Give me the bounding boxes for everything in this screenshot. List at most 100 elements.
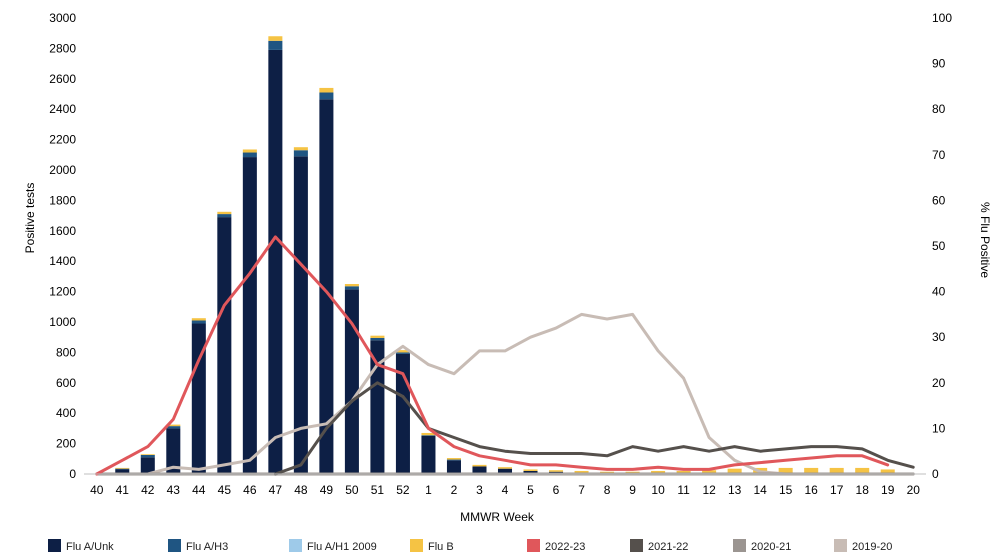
x-tick-label: 2 bbox=[451, 483, 458, 497]
bar-segment bbox=[115, 468, 130, 470]
x-tick-label: 12 bbox=[702, 483, 716, 497]
bar-segment bbox=[115, 467, 130, 469]
y-axis-title: Positive tests bbox=[23, 183, 37, 254]
bar-segment bbox=[268, 49, 283, 475]
y2-tick-label: 20 bbox=[932, 376, 946, 390]
legend-item: 2019-20 bbox=[834, 539, 892, 553]
legend: Flu A/Unk Flu A/H3 Flu A/H1 2009 Flu B 2022-… bbox=[48, 539, 892, 553]
bar-segment bbox=[676, 470, 691, 474]
x-tick-label: 42 bbox=[141, 483, 155, 497]
legend-item: Flu A/Unk bbox=[48, 539, 114, 553]
x-tick-label: 18 bbox=[856, 483, 870, 497]
x-tick-label: 1 bbox=[425, 483, 432, 497]
y-tick-label: 600 bbox=[56, 376, 76, 390]
bar-segment bbox=[778, 467, 793, 473]
y-tick-label: 1600 bbox=[49, 224, 76, 238]
x-tick-label: 19 bbox=[881, 483, 895, 497]
right-y-axis: 0 10 20 30 40 50 60 70 80 90 100 bbox=[932, 11, 952, 481]
bar-segment bbox=[855, 467, 870, 473]
x-tick-label: 4 bbox=[502, 483, 509, 497]
legend-swatch bbox=[168, 539, 181, 552]
bar-segment bbox=[140, 455, 155, 458]
bar-segment bbox=[395, 352, 410, 354]
y2-tick-label: 30 bbox=[932, 330, 946, 344]
line-series-2022-23 bbox=[95, 235, 890, 476]
bar-segment bbox=[600, 471, 615, 474]
x-tick-label: 48 bbox=[294, 483, 308, 497]
bar-segment bbox=[217, 211, 232, 215]
x-tick-label: 11 bbox=[677, 483, 690, 497]
legend-swatch bbox=[410, 539, 423, 552]
legend-label: Flu A/Unk bbox=[66, 541, 114, 553]
legend-item: 2021-22 bbox=[630, 539, 688, 553]
y2-tick-label: 70 bbox=[932, 148, 946, 162]
bar-segment bbox=[140, 457, 155, 474]
legend-item: 2020-21 bbox=[733, 539, 791, 553]
bar-segment bbox=[446, 459, 461, 461]
y-tick-label: 2000 bbox=[49, 163, 76, 177]
y2-tick-label: 0 bbox=[932, 467, 939, 481]
legend-label: Flu A/H3 bbox=[186, 541, 228, 553]
y-tick-label: 3000 bbox=[49, 11, 76, 25]
legend-label: 2022-23 bbox=[545, 541, 585, 553]
bar-series-group bbox=[115, 36, 895, 475]
y-tick-label: 1400 bbox=[49, 254, 76, 268]
bar-segment bbox=[293, 156, 308, 474]
left-y-axis: 0 200 400 600 800 1000 1200 1400 1600 1800 2000 220… bbox=[49, 11, 76, 481]
chart-plot-area: 0200400600800100012001400160018002000220… bbox=[49, 11, 952, 497]
bar-segment bbox=[293, 147, 308, 151]
x-tick-label: 46 bbox=[243, 483, 257, 497]
bar-segment bbox=[166, 428, 181, 474]
x-tick-label: 43 bbox=[167, 483, 181, 497]
x-tick-label: 40 bbox=[90, 483, 104, 497]
bar-segment bbox=[574, 470, 589, 473]
y-tick-label: 200 bbox=[56, 437, 76, 451]
x-tick-label: 17 bbox=[830, 483, 844, 497]
bar-segment bbox=[319, 92, 334, 100]
bar-segment bbox=[446, 458, 461, 460]
legend-label: 2019-20 bbox=[852, 541, 892, 553]
bar-segment bbox=[191, 318, 206, 321]
y-tick-label: 2600 bbox=[49, 72, 76, 86]
bar-segment bbox=[421, 436, 436, 474]
bar-segment bbox=[497, 468, 513, 474]
x-tick-label: 6 bbox=[553, 483, 560, 497]
bar-segment bbox=[549, 470, 564, 472]
bar-segment bbox=[625, 471, 640, 474]
bar-segment bbox=[421, 432, 436, 436]
x-tick-label: 44 bbox=[192, 483, 206, 497]
legend-label: 2020-21 bbox=[751, 541, 791, 553]
x-tick-label: 41 bbox=[116, 483, 130, 497]
y-tick-label: 800 bbox=[56, 345, 76, 359]
bar-segment bbox=[446, 460, 461, 474]
bar-segment bbox=[115, 469, 130, 474]
bar-segment bbox=[140, 454, 155, 455]
bar-segment bbox=[191, 323, 206, 474]
bar-segment bbox=[523, 470, 538, 474]
legend-swatch bbox=[527, 539, 540, 552]
bar-segment bbox=[472, 464, 487, 467]
legend-item: 2022-23 bbox=[527, 539, 585, 553]
x-tick-label: 3 bbox=[476, 483, 483, 497]
legend-item: Flu A/H1 2009 bbox=[289, 539, 377, 553]
y2-axis-title: % Flu Positive bbox=[978, 202, 992, 278]
bar-segment bbox=[395, 350, 410, 353]
x-tick-label: 8 bbox=[604, 483, 611, 497]
y-tick-label: 2800 bbox=[49, 41, 76, 55]
legend-swatch bbox=[733, 539, 746, 552]
y-tick-label: 0 bbox=[69, 467, 76, 481]
bar-segment bbox=[166, 426, 181, 429]
x-tick-label: 16 bbox=[805, 483, 819, 497]
legend-item: Flu A/H3 bbox=[168, 539, 228, 553]
y2-tick-label: 100 bbox=[932, 11, 952, 25]
bar-segment bbox=[242, 157, 257, 474]
y-tick-label: 1800 bbox=[49, 193, 76, 207]
x-tick-label: 20 bbox=[907, 483, 921, 497]
x-tick-label: 10 bbox=[651, 483, 665, 497]
y-tick-label: 2400 bbox=[49, 102, 76, 116]
bar-segment bbox=[880, 469, 895, 474]
x-tick-label: 52 bbox=[396, 483, 410, 497]
bar-segment bbox=[268, 36, 283, 41]
x-tick-label: 47 bbox=[269, 483, 283, 497]
